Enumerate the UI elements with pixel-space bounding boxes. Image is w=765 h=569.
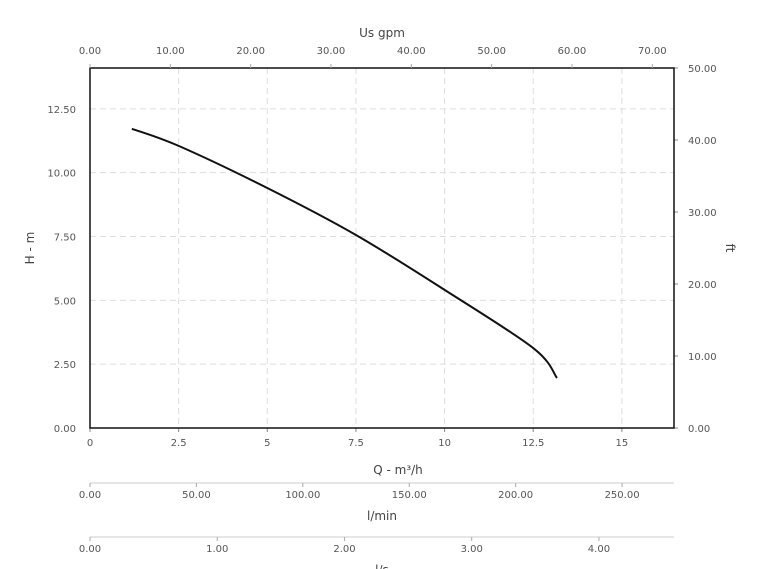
axis-label: l/min xyxy=(367,509,397,523)
x-tick-label: 5 xyxy=(264,438,270,449)
y-tick-label: 12.50 xyxy=(47,105,76,116)
x-tick-label: 60.00 xyxy=(558,46,587,57)
x-tick-label: 1.00 xyxy=(206,544,228,555)
x-tick-label: 0.00 xyxy=(79,544,101,555)
y2-tick-label: 50.00 xyxy=(688,64,717,75)
y2-tick-label: 20.00 xyxy=(688,280,717,291)
axis-label: Us gpm xyxy=(359,26,405,40)
x-tick-label: 0.00 xyxy=(79,490,101,501)
axis-label: l/s xyxy=(375,563,389,569)
x-tick-label: 70.00 xyxy=(638,46,667,57)
x-tick-label: 100.00 xyxy=(285,490,320,501)
x-tick-label: 250.00 xyxy=(605,490,640,501)
x-tick-label: 4.00 xyxy=(588,544,610,555)
pump-curve xyxy=(131,127,558,379)
y-tick-label: 0.00 xyxy=(54,424,76,435)
y-tick-label: 2.50 xyxy=(54,360,76,371)
x-tick-label: 2.00 xyxy=(333,544,355,555)
y-axis-label: H - m xyxy=(23,232,37,265)
x-axis-label: Q - m³/h xyxy=(373,463,423,477)
x-tick-label: 150.00 xyxy=(392,490,427,501)
y-tick-label: 5.00 xyxy=(54,296,76,307)
x-tick-label: 3.00 xyxy=(461,544,483,555)
x-tick-label: 15 xyxy=(616,438,629,449)
x-tick-label: 0.00 xyxy=(79,46,101,57)
x-tick-label: 10 xyxy=(438,438,451,449)
x-tick-label: 200.00 xyxy=(498,490,533,501)
x-tick-label: 2.5 xyxy=(171,438,187,449)
y2-tick-label: 10.00 xyxy=(688,352,717,363)
y2-tick-label: 0.00 xyxy=(688,424,710,435)
x-tick-label: 0 xyxy=(87,438,93,449)
y2-axis-label: ft xyxy=(723,244,737,253)
x-tick-label: 30.00 xyxy=(317,46,346,57)
x-tick-label: 12.5 xyxy=(522,438,544,449)
x-tick-label: 50.00 xyxy=(477,46,506,57)
y-tick-label: 7.50 xyxy=(54,233,76,244)
x-tick-label: 50.00 xyxy=(182,490,211,501)
x-tick-label: 40.00 xyxy=(397,46,426,57)
x-tick-label: 20.00 xyxy=(236,46,265,57)
y-tick-label: 10.00 xyxy=(47,169,76,180)
plot-frame xyxy=(89,67,675,429)
x-tick-label: 10.00 xyxy=(156,46,185,57)
y2-tick-label: 30.00 xyxy=(688,208,717,219)
x-tick-label: 7.5 xyxy=(348,438,364,449)
y2-tick-label: 40.00 xyxy=(688,136,717,147)
